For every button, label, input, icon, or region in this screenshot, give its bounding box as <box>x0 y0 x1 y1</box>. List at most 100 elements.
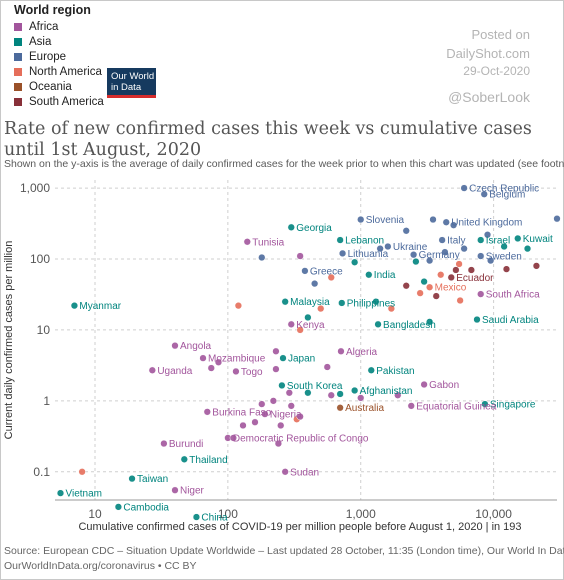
data-point <box>420 380 428 389</box>
data-label: Burkina Faso <box>212 407 271 418</box>
data-point <box>287 402 295 410</box>
legend-swatch <box>14 97 22 106</box>
data-point <box>323 363 331 371</box>
owid-logo-line2: in Data <box>111 82 142 93</box>
data-point <box>438 236 446 244</box>
y-tick-label: 1 <box>43 394 50 408</box>
data-point <box>234 301 243 310</box>
data-label: Ecuador <box>456 273 494 284</box>
data-point <box>285 389 293 397</box>
data-label: Germany <box>419 250 460 261</box>
data-point <box>532 262 541 270</box>
data-point <box>480 190 488 198</box>
data-point <box>467 266 476 274</box>
data-label: Niger <box>180 486 205 497</box>
data-label: Kuwait <box>523 234 553 245</box>
data-point <box>514 234 522 243</box>
data-point <box>269 397 278 405</box>
data-point <box>207 364 215 372</box>
data-label: South Korea <box>287 381 343 392</box>
chart-subtitle: Shown on the y-axis is the average of da… <box>4 158 564 170</box>
source-link[interactable]: OurWorldInData.org/coronavirus • CC BY <box>4 560 197 572</box>
y-tick-label: 100 <box>30 252 50 266</box>
data-label: Mozambique <box>208 354 266 365</box>
data-point <box>477 252 485 260</box>
data-label: Ukraine <box>393 242 428 253</box>
data-point <box>114 503 123 511</box>
legend-item-south-america[interactable]: South America <box>14 94 104 109</box>
data-point <box>523 244 532 253</box>
data-label: Bangladesh <box>383 320 436 331</box>
x-tick-label: 1,000 <box>346 507 376 521</box>
legend-label: Africa <box>29 20 59 33</box>
data-point <box>258 253 266 262</box>
data-label: Lithuania <box>348 249 389 260</box>
data-point <box>452 266 460 274</box>
data-label: Kenya <box>296 320 325 331</box>
legend-item-oceania[interactable]: Oceania <box>14 79 104 94</box>
legend-swatch <box>14 82 22 91</box>
data-point <box>425 283 434 291</box>
data-point <box>301 267 309 275</box>
data-point <box>374 320 382 328</box>
legend-label: Oceania <box>29 80 72 93</box>
data-label: Israel <box>486 236 510 247</box>
data-point <box>160 439 168 448</box>
data-point <box>279 354 287 362</box>
data-point <box>425 318 434 326</box>
data-point <box>337 347 345 355</box>
data-point <box>425 256 434 265</box>
data-point <box>251 418 259 426</box>
data-point <box>376 244 384 253</box>
data-point <box>437 271 445 279</box>
watermark-handle: @SoberLook <box>448 89 530 105</box>
data-label: Burundi <box>169 439 203 450</box>
data-point <box>387 304 396 313</box>
data-label: Thailand <box>189 455 227 466</box>
data-point <box>261 410 269 418</box>
data-point <box>274 439 283 448</box>
data-label: Sweden <box>486 252 522 263</box>
legend-item-north-america[interactable]: North America <box>14 64 104 79</box>
data-point <box>128 474 136 483</box>
data-point <box>500 242 508 251</box>
data-point <box>70 301 79 310</box>
owid-logo[interactable]: Our World in Data <box>107 68 156 98</box>
data-label: Australia <box>345 403 384 414</box>
y-tick-label: 10 <box>37 323 51 337</box>
data-point <box>296 412 304 421</box>
data-point <box>229 434 238 442</box>
data-point <box>243 238 251 246</box>
legend-swatch <box>14 22 22 31</box>
source-note: Source: European CDC – Situation Update … <box>4 545 564 557</box>
data-point <box>402 227 410 235</box>
scatter-chart: 10 100 1,000 10,000 0.1 1 10 100 1,000 Czech Rep… <box>3 180 561 533</box>
data-point <box>412 257 420 266</box>
data-point <box>481 400 489 408</box>
legend-item-asia[interactable]: Asia <box>14 34 104 49</box>
data-label: Gabon <box>429 380 459 391</box>
owid-logo-line1: Our World <box>111 71 155 82</box>
legend-item-europe[interactable]: Europe <box>14 49 104 64</box>
data-point <box>447 273 455 282</box>
data-label: Algeria <box>346 347 378 358</box>
data-point <box>477 236 485 244</box>
data-point <box>365 271 373 279</box>
data-label: United Kingdom <box>451 218 522 229</box>
data-label: Saudi Arabia <box>482 315 539 326</box>
data-point <box>367 366 375 374</box>
data-point <box>357 215 365 224</box>
x-tick-label: 10 <box>88 507 102 521</box>
data-point <box>287 223 295 231</box>
data-point <box>429 215 437 224</box>
data-point <box>258 400 266 408</box>
data-label: Philippines <box>347 298 395 309</box>
legend-swatch <box>14 37 22 46</box>
data-label: Sudan <box>290 467 319 478</box>
data-label: Greece <box>310 266 343 277</box>
data-label: Vietnam <box>65 489 102 500</box>
legend-item-africa[interactable]: Africa <box>14 19 104 34</box>
data-point <box>502 265 511 273</box>
data-label: Japan <box>288 354 315 365</box>
data-point <box>56 489 65 497</box>
